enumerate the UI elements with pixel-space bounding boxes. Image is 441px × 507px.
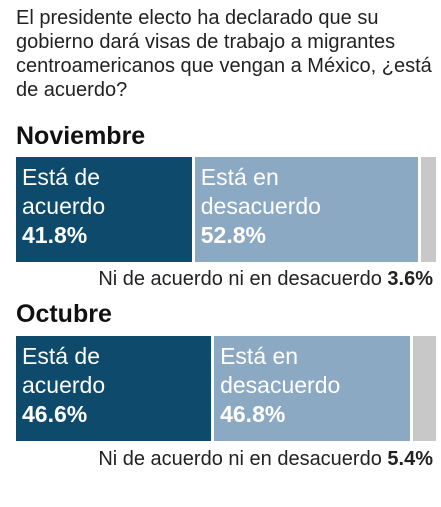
agree-label-line2: acuerdo <box>22 193 106 219</box>
neither-note-noviembre: Ni de acuerdo ni en desacuerdo 3.6% <box>98 268 433 291</box>
agree-value-label: 41.8% <box>22 222 88 248</box>
neither-label: Ni de acuerdo ni en desacuerdo <box>98 268 382 290</box>
disagree-label: Está en desacuerdo 46.8% <box>220 342 340 429</box>
agree-label-line2: acuerdo <box>22 372 106 398</box>
stacked-bar-noviembre: Está de acuerdo 41.8% Está en desacuerdo… <box>16 157 436 262</box>
bar-segment-neither <box>413 336 436 441</box>
agree-label-line1: Está de <box>22 343 100 369</box>
disagree-label: Está en desacuerdo 52.8% <box>201 163 321 250</box>
disagree-label-line2: desacuerdo <box>220 372 341 398</box>
disagree-label-line2: desacuerdo <box>200 193 321 219</box>
stacked-bar-octubre: Está de acuerdo 46.6% Está en desacuerdo… <box>16 336 436 441</box>
neither-value-label: 5.4% <box>387 448 433 470</box>
agree-label: Está de acuerdo 46.6% <box>22 342 105 429</box>
chart-title-noviembre: Noviembre <box>16 122 146 150</box>
agree-label-line1: Está de <box>22 164 100 190</box>
agree-label: Está de acuerdo 41.8% <box>22 163 105 250</box>
neither-label: Ni de acuerdo ni en desacuerdo <box>98 448 382 470</box>
bar-segment-neither <box>420 157 436 262</box>
question-text: El presidente electo ha declarado que su… <box>16 7 432 101</box>
chart-title-octubre: Octubre <box>16 300 112 328</box>
agree-value-label: 46.6% <box>22 401 88 427</box>
bar-segment-disagree: Está en desacuerdo 52.8% <box>194 157 418 262</box>
disagree-value-label: 46.8% <box>220 401 286 427</box>
neither-value-label: 3.6% <box>387 268 433 290</box>
disagree-value-label: 52.8% <box>200 222 266 248</box>
bar-segment-agree: Está de acuerdo 46.6% <box>16 336 212 441</box>
neither-note-octubre: Ni de acuerdo ni en desacuerdo 5.4% <box>98 448 433 471</box>
bar-segment-agree: Está de acuerdo 41.8% <box>16 157 192 262</box>
disagree-label-line1: Está en <box>220 343 299 369</box>
bar-segment-disagree: Está en desacuerdo 46.8% <box>214 336 411 441</box>
disagree-label-line1: Está en <box>200 164 279 190</box>
